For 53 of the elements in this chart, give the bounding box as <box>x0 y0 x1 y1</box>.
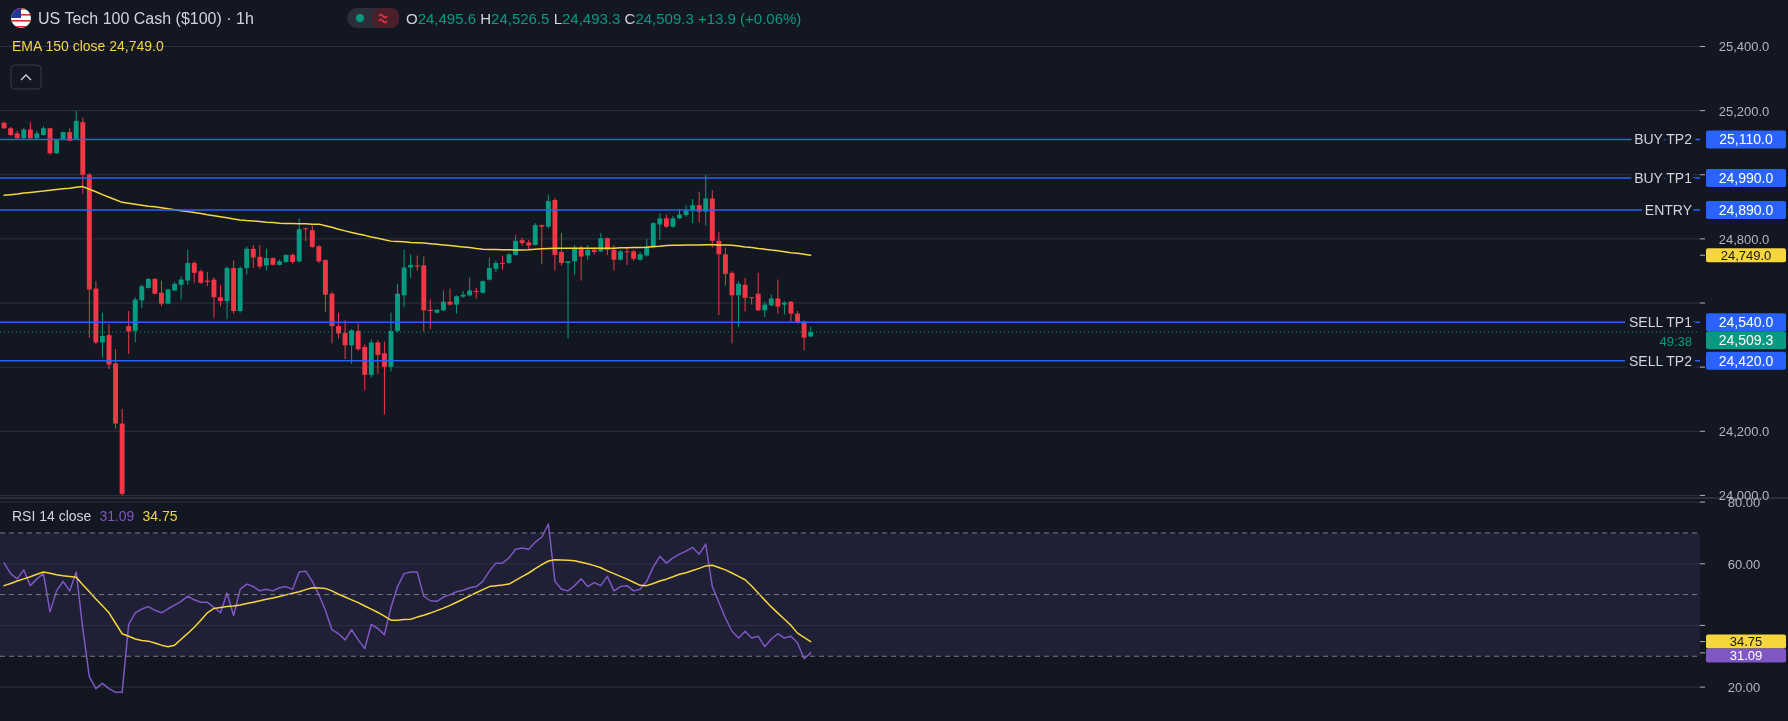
candlestick <box>473 287 479 300</box>
text: US Tech 100 Cash ($100) · 1h <box>38 10 254 27</box>
candlestick <box>460 290 466 299</box>
ref-line-label: 24,540.0 <box>1718 314 1774 331</box>
candlestick <box>611 244 617 272</box>
candlestick <box>703 174 709 227</box>
candlestick <box>73 110 79 140</box>
text: EMA 150 close 24,749.0 <box>12 38 164 54</box>
candlestick <box>250 244 256 269</box>
y-tick-label: 31.09 <box>1729 648 1763 664</box>
candlestick <box>257 244 263 270</box>
ref-line-label: 24,509.3 <box>1718 332 1774 349</box>
candlestick <box>375 339 381 375</box>
candlestick <box>775 279 781 315</box>
candlestick <box>218 284 223 307</box>
annotation: 49:38 <box>1659 334 1692 350</box>
candlestick <box>722 247 728 286</box>
candlestick <box>434 308 440 315</box>
line-series <box>3 523 812 694</box>
candlestick <box>244 246 250 275</box>
candlestick <box>539 223 545 265</box>
ref-line-label: 24,420.0 <box>1718 352 1774 369</box>
candlestick <box>440 290 446 312</box>
text: RSI 14 close <box>12 508 92 524</box>
y-tick-label: 25,200.0 <box>1718 103 1770 119</box>
y-tick-label: 34.75 <box>1729 634 1763 650</box>
text: O24,495.6 H24,526.5 L24,493.3 C24,509.3 +13.9 (+0.06%) <box>406 10 802 27</box>
candlestick <box>381 340 387 415</box>
candlestick <box>736 280 741 328</box>
candlestick <box>159 280 164 307</box>
text: 34.75 <box>142 508 178 524</box>
candlestick <box>801 319 807 351</box>
candlestick <box>342 319 348 360</box>
candlestick <box>755 272 761 312</box>
candlestick <box>126 310 132 355</box>
text: 31.09 <box>99 508 135 524</box>
candlestick <box>781 300 787 316</box>
candlestick <box>578 245 584 282</box>
y-tick-label: 24,749.0 <box>1720 247 1772 263</box>
line-series <box>3 558 812 648</box>
y-tick-label: 24,200.0 <box>1718 424 1770 440</box>
candlestick <box>532 222 538 247</box>
ref-line-label: 24,890.0 <box>1718 202 1774 219</box>
ref-line-label: 25,110.0 <box>1719 131 1773 148</box>
candlestick <box>500 255 505 271</box>
y-tick-label: 24,800.0 <box>1718 231 1770 247</box>
candlestick <box>559 232 564 266</box>
candlestick <box>263 248 269 272</box>
ref-line-label: 24,990.0 <box>1718 169 1774 186</box>
y-tick-label: 60.00 <box>1727 556 1761 572</box>
y-tick-label: 25,400.0 <box>1718 39 1770 55</box>
candlestick <box>454 294 460 315</box>
y-tick-label: 20.00 <box>1727 680 1761 696</box>
